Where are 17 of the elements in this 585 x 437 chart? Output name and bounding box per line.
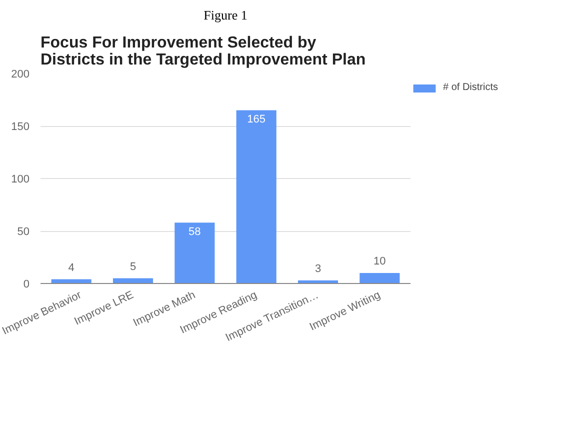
y-tick-label: 100: [11, 174, 30, 186]
bar: [360, 273, 400, 284]
data-label: 165: [247, 113, 266, 126]
chart-title: Focus For Improvement Selected by Districts in the Targeted Improvement Plan: [40, 34, 366, 68]
bar: [236, 110, 276, 284]
data-label: 4: [68, 262, 74, 274]
caption: Figure 1: [204, 8, 248, 22]
legend-label: # of Districts: [443, 82, 498, 93]
data-label: 10: [374, 256, 386, 268]
data-label: 3: [314, 262, 322, 275]
bar: [174, 222, 215, 284]
y-tick-label: 150: [11, 121, 30, 133]
y-tick-label: 200: [11, 68, 30, 80]
data-label: 58: [188, 226, 201, 238]
y-tick-label: 50: [17, 226, 30, 238]
y-tick-label: 0: [23, 278, 30, 290]
data-label: 5: [130, 260, 136, 273]
